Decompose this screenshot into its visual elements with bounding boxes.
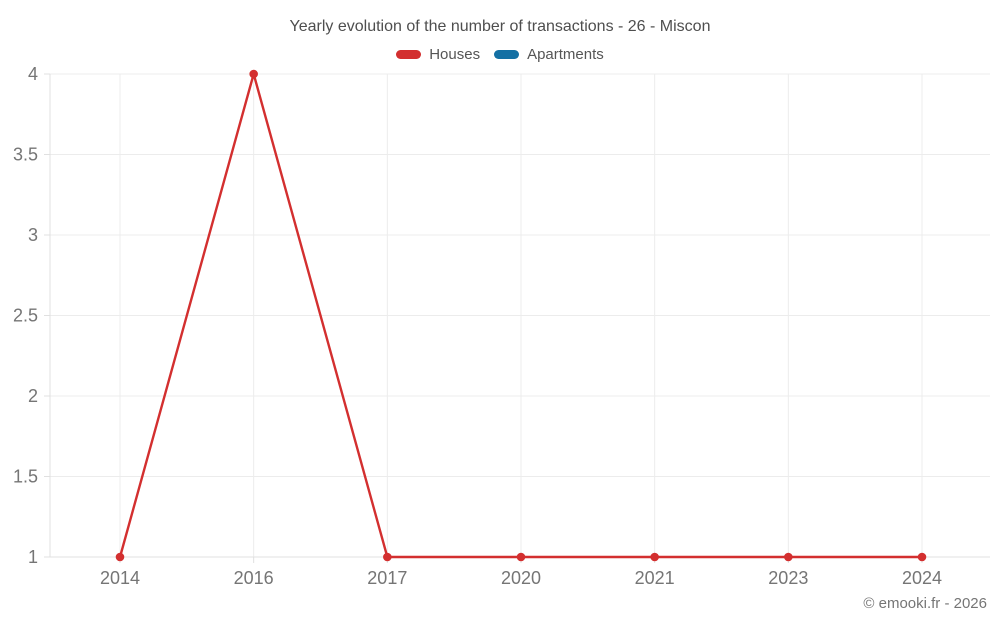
copyright: © emooki.fr - 2026 (863, 595, 987, 612)
x-tick-label: 2017 (367, 568, 407, 588)
chart-title: Yearly evolution of the number of transa… (289, 18, 711, 35)
x-tick-label: 2024 (902, 568, 942, 588)
y-tick-label: 2 (28, 386, 38, 406)
y-tick-label: 1 (28, 547, 38, 567)
y-tick-label: 3.5 (13, 145, 38, 165)
y-tick-label: 3 (28, 225, 38, 245)
houses-point (516, 552, 526, 562)
x-tick-label: 2023 (768, 568, 808, 588)
houses-point (784, 552, 793, 562)
x-tick-label: 2014 (100, 568, 140, 588)
houses-point (650, 552, 659, 562)
houses-point (917, 552, 927, 562)
houses-point (115, 552, 125, 562)
legend-item-houses[interactable]: Houses (396, 46, 480, 63)
x-tick-label: 2020 (501, 568, 541, 588)
x-tick-label: 2021 (635, 568, 675, 588)
houses-point (249, 69, 258, 79)
x-tick-label: 2016 (234, 568, 274, 588)
apartments-legend-swatch (494, 50, 520, 59)
y-tick-label: 2.5 (13, 306, 38, 326)
legend: Houses Apartments (0, 46, 1000, 63)
legend-item-apartments[interactable]: Apartments (494, 46, 604, 63)
apartments-legend-label: Apartments (527, 46, 604, 63)
houses-point (383, 552, 392, 562)
y-tick-label: 4 (28, 64, 38, 84)
houses-legend-label: Houses (429, 46, 481, 63)
y-tick-label: 1.5 (13, 467, 38, 487)
houses-legend-swatch (396, 50, 422, 59)
